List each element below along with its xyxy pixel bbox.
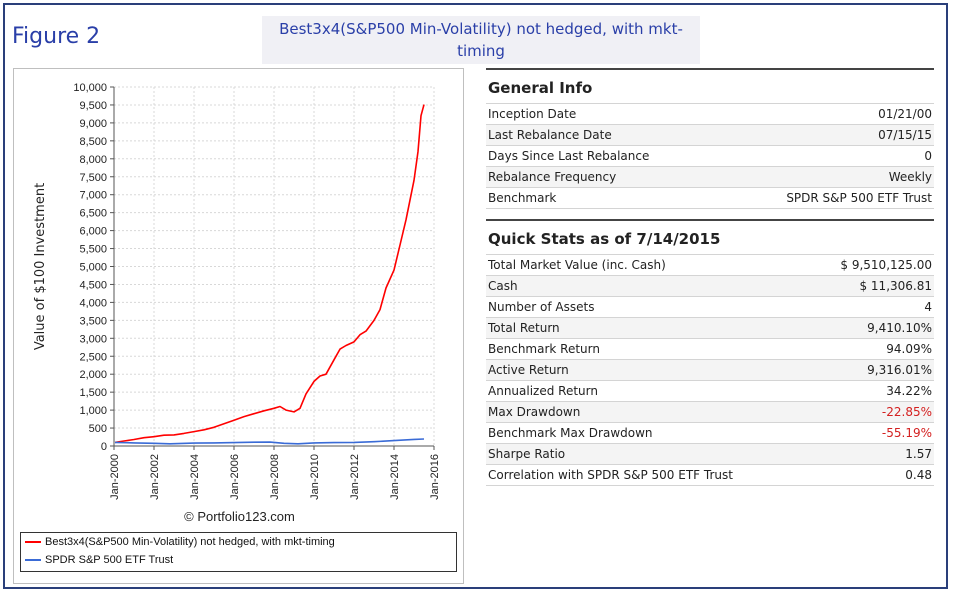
y-tick-label: 1,000: [79, 405, 107, 417]
x-tick-label: Jan-2002: [149, 454, 161, 500]
chart-legend: Best3x4(S&P500 Min-Volatility) not hedge…: [20, 532, 457, 572]
y-tick-label: 500: [89, 423, 107, 435]
y-tick-label: 6,000: [79, 226, 107, 238]
quick-stats-value: 34.22%: [886, 384, 932, 398]
quick-stats-value: 94.09%: [886, 342, 932, 356]
legend-entry-benchmark: SPDR S&P 500 ETF Trust: [21, 551, 456, 569]
y-tick-label: 10,000: [73, 82, 107, 94]
quick-stats-row: Active Return 9,316.01%: [486, 359, 934, 380]
quick-stats-row: Benchmark Max Drawdown -55.19%: [486, 422, 934, 443]
quick-stats-label: Number of Assets: [488, 300, 595, 314]
x-tick-label: Jan-2004: [189, 454, 201, 500]
quick-stats-row: Benchmark Return 94.09%: [486, 338, 934, 359]
y-tick-label: 7,000: [79, 190, 107, 202]
quick-stats-row: Annualized Return 34.22%: [486, 380, 934, 401]
chart-caption: Best3x4(S&P500 Min-Volatility) not hedge…: [262, 16, 700, 64]
quick-stats-label: Total Return: [488, 321, 560, 335]
quick-stats-value: $ 9,510,125.00: [840, 258, 932, 272]
y-tick-label: 7,500: [79, 172, 107, 184]
x-tick-label: Jan-2014: [389, 454, 401, 500]
quick-stats-label: Benchmark Max Drawdown: [488, 426, 653, 440]
quick-stats-label: Correlation with SPDR S&P 500 ETF Trust: [488, 468, 733, 482]
quick-stats-row: Total Return 9,410.10%: [486, 317, 934, 338]
performance-chart: 0 500 1,000 1,500 2,000 2,500 3,000 3,500 4,000 4…: [33, 82, 441, 500]
y-tick-label: 4,500: [79, 279, 107, 291]
general-info-row: Inception Date 01/21/00: [486, 103, 934, 124]
quick-stats-row: Cash $ 11,306.81: [486, 275, 934, 296]
quick-stats-row: Sharpe Ratio 1.57: [486, 443, 934, 464]
info-panel: General Info Inception Date 01/21/00 Last …: [486, 68, 934, 486]
quick-stats-row: Total Market Value (inc. Cash) $ 9,510,12…: [486, 254, 934, 275]
y-tick-label: 8,500: [79, 136, 107, 148]
y-tick-label: 6,500: [79, 208, 107, 220]
general-info-label: Benchmark: [488, 191, 557, 205]
quick-stats-value: 0.48: [905, 468, 932, 482]
quick-stats-label: Sharpe Ratio: [488, 447, 566, 461]
quick-stats-label: Max Drawdown: [488, 405, 581, 419]
quick-stats-value: 9,316.01%: [867, 363, 932, 377]
watermark: © Portfolio123.com: [184, 509, 295, 524]
general-info-label: Rebalance Frequency: [488, 170, 617, 184]
general-info-title: General Info: [486, 68, 934, 103]
quick-stats-value: $ 11,306.81: [859, 279, 932, 293]
x-tick-label: Jan-2016: [429, 454, 441, 500]
quick-stats-label: Annualized Return: [488, 384, 598, 398]
x-tick-label: Jan-2000: [109, 454, 121, 500]
quick-stats-table: Total Market Value (inc. Cash) $ 9,510,12…: [486, 254, 934, 486]
legend-entry-strategy: Best3x4(S&P500 Min-Volatility) not hedge…: [21, 533, 456, 551]
quick-stats-value: 4: [924, 300, 932, 314]
y-tick-label: 5,500: [79, 244, 107, 256]
y-tick-label: 4,000: [79, 297, 107, 309]
y-tick-label: 9,500: [79, 100, 107, 112]
quick-stats-label: Total Market Value (inc. Cash): [488, 258, 666, 272]
y-tick-label: 3,500: [79, 315, 107, 327]
x-tick-label: Jan-2008: [269, 454, 281, 500]
x-tick-label: Jan-2012: [349, 454, 361, 500]
general-info-label: Days Since Last Rebalance: [488, 149, 650, 163]
quick-stats-label: Active Return: [488, 363, 569, 377]
quick-stats-row: Max Drawdown -22.85%: [486, 401, 934, 422]
y-tick-label: 2,000: [79, 369, 107, 381]
quick-stats-value: -55.19%: [881, 426, 932, 440]
chart-panel: 0 500 1,000 1,500 2,000 2,500 3,000 3,500 4,000 4…: [13, 68, 464, 584]
y-tick-label: 1,500: [79, 387, 107, 399]
general-info-value: 07/15/15: [878, 128, 932, 142]
general-info-label: Inception Date: [488, 107, 577, 121]
series-line-strategy: [114, 104, 425, 444]
figure-label: Figure 2: [12, 24, 101, 49]
legend-label-strategy: Best3x4(S&P500 Min-Volatility) not hedge…: [45, 536, 335, 548]
general-info-value: 01/21/00: [878, 107, 932, 121]
y-tick-label: 9,000: [79, 118, 107, 130]
general-info-value: 0: [924, 149, 932, 163]
x-tick-label: Jan-2006: [229, 454, 241, 500]
quick-stats-row: Number of Assets 4: [486, 296, 934, 317]
quick-stats-title: Quick Stats as of 7/14/2015: [486, 219, 934, 254]
general-info-row: Benchmark SPDR S&P 500 ETF Trust: [486, 187, 934, 208]
quick-stats-value: -22.85%: [881, 405, 932, 419]
y-tick-label: 0: [101, 441, 107, 453]
y-tick-label: 5,000: [79, 262, 107, 274]
legend-swatch-benchmark: [25, 559, 41, 561]
y-tick-label: 3,000: [79, 333, 107, 345]
y-tick-label: 8,000: [79, 154, 107, 166]
quick-stats-label: Benchmark Return: [488, 342, 600, 356]
general-info-row: Last Rebalance Date 07/15/15: [486, 124, 934, 145]
legend-swatch-strategy: [25, 541, 41, 543]
general-info-value: Weekly: [888, 170, 932, 184]
general-info-row: Rebalance Frequency Weekly: [486, 166, 934, 187]
general-info-label: Last Rebalance Date: [488, 128, 612, 142]
quick-stats-value: 9,410.10%: [867, 321, 932, 335]
general-info-value: SPDR S&P 500 ETF Trust: [786, 191, 932, 205]
series-line-benchmark: [114, 438, 425, 445]
general-info-row: Days Since Last Rebalance 0: [486, 145, 934, 166]
legend-label-benchmark: SPDR S&P 500 ETF Trust: [45, 554, 174, 566]
quick-stats-row: Correlation with SPDR S&P 500 ETF Trust 0…: [486, 464, 934, 485]
y-tick-label: 2,500: [79, 351, 107, 363]
x-tick-label: Jan-2010: [309, 454, 321, 500]
general-info-table: Inception Date 01/21/00 Last Rebalance Dat…: [486, 103, 934, 209]
quick-stats-value: 1.57: [905, 447, 932, 461]
quick-stats-label: Cash: [488, 279, 518, 293]
y-axis-label: Value of $100 Investment: [33, 183, 48, 350]
